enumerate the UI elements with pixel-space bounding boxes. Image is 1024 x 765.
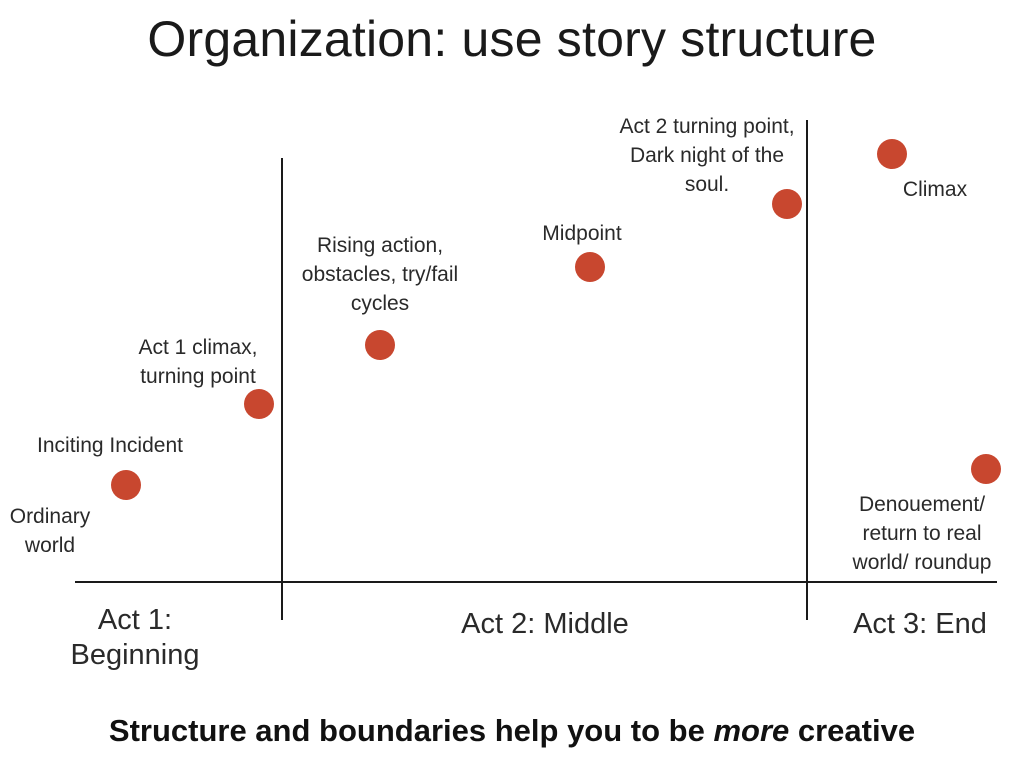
label-ordinary-world: Ordinary world: [9, 505, 91, 557]
plot-point-dot-midpoint: [575, 252, 605, 282]
plot-point-dot-climax: [877, 139, 907, 169]
footer-emphasis: more: [713, 713, 790, 748]
label-midpoint: Midpoint: [542, 222, 622, 245]
act-label-3: Act 3: End: [853, 608, 987, 640]
label-inciting-incident: Inciting Incident: [37, 434, 183, 457]
label-act2-turning-point: Act 2 turning point, Dark night of the sou…: [619, 115, 795, 196]
label-denouement: Denouement/return to real world/ roundup: [852, 493, 992, 574]
baseline-axis: [75, 581, 997, 583]
label-act1-climax: Act 1 climax, turning point: [138, 336, 258, 388]
label-climax: Climax: [902, 178, 968, 201]
page-title: Organization: use story structure: [147, 11, 877, 67]
plot-point-dot-rising-action: [365, 330, 395, 360]
plot-point-dot-inciting-incident: [111, 470, 141, 500]
act-label-2: Act 2: Middle: [461, 608, 629, 640]
footer-tagline: Structure and boundaries help you to be …: [108, 713, 916, 748]
plot-point-dot-act1-climax: [244, 389, 274, 419]
act2-divider: [806, 120, 808, 620]
label-rising-action: Rising action, obstacles, try/fail cycles: [301, 234, 459, 315]
act-label-1: Act 1: Beginning: [70, 604, 200, 671]
plot-point-dot-denouement: [971, 454, 1001, 484]
act1-divider: [281, 158, 283, 620]
plot-point-dot-act2-turning-point: [772, 189, 802, 219]
